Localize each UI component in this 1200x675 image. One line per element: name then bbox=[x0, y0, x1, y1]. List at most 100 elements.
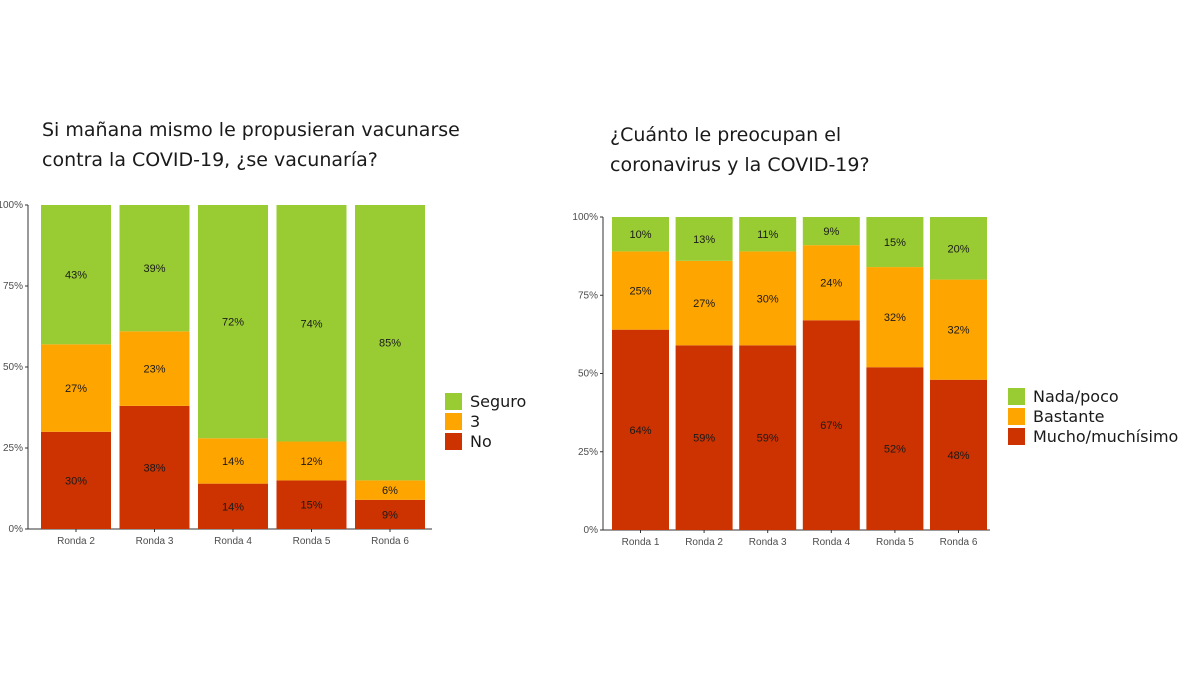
x-tick-label: Ronda 4 bbox=[812, 537, 850, 548]
legend-label: No bbox=[470, 432, 492, 451]
data-label: 9% bbox=[382, 509, 398, 521]
data-label: 15% bbox=[300, 500, 322, 512]
bar-segment bbox=[739, 345, 797, 530]
bar-segment bbox=[802, 245, 860, 321]
bar-segment bbox=[198, 483, 268, 529]
bar-segment bbox=[198, 438, 268, 484]
bar-segment bbox=[119, 405, 190, 529]
data-label: 15% bbox=[884, 237, 906, 249]
legend-swatch bbox=[1008, 408, 1025, 425]
chart-title-preocupacion: ¿Cuánto le preocupan el coronavirus y la… bbox=[610, 124, 870, 176]
bar-segment bbox=[802, 320, 860, 530]
bar-segment bbox=[276, 441, 347, 481]
legend-label: Seguro bbox=[470, 392, 526, 411]
bar-segment bbox=[930, 279, 987, 380]
legend-label: Bastante bbox=[1033, 407, 1104, 426]
bar-segment bbox=[119, 205, 190, 332]
bar-segment bbox=[866, 367, 924, 530]
legend-label: Nada/poco bbox=[1033, 387, 1119, 406]
x-tick-label: Ronda 5 bbox=[876, 537, 914, 548]
bar-segment bbox=[41, 205, 111, 345]
bar-segment bbox=[355, 499, 425, 529]
x-tick-label: Ronda 5 bbox=[293, 536, 331, 547]
data-label: 23% bbox=[143, 364, 165, 376]
data-label: 74% bbox=[300, 318, 322, 330]
bar-segment bbox=[41, 344, 111, 432]
x-tick-label: Ronda 2 bbox=[57, 536, 95, 547]
data-label: 85% bbox=[379, 338, 401, 350]
x-tick-label: Ronda 4 bbox=[214, 536, 252, 547]
data-label: 38% bbox=[143, 462, 165, 474]
data-label: 14% bbox=[222, 501, 244, 513]
chart-title-vacunacion: Si mañana mismo le propusieran vacunarse… bbox=[42, 119, 460, 171]
y-tick-label: 0% bbox=[584, 525, 599, 536]
legend-swatch bbox=[445, 413, 462, 430]
x-tick-label: Ronda 2 bbox=[685, 537, 723, 548]
legend-swatch bbox=[1008, 428, 1025, 445]
bar-segment bbox=[739, 217, 797, 252]
data-label: 20% bbox=[947, 243, 969, 255]
data-label: 32% bbox=[947, 325, 969, 337]
data-label: 9% bbox=[823, 226, 839, 238]
data-label: 6% bbox=[382, 485, 398, 497]
legend-swatch bbox=[445, 433, 462, 450]
bar-segment bbox=[41, 431, 111, 529]
bar-segment bbox=[739, 251, 797, 346]
data-label: 72% bbox=[222, 317, 244, 329]
x-tick-label: Ronda 1 bbox=[622, 537, 660, 548]
y-tick-label: 50% bbox=[3, 362, 23, 373]
bar-segment bbox=[355, 480, 425, 500]
bar-segment bbox=[612, 217, 669, 252]
legend-label: 3 bbox=[470, 412, 480, 431]
data-label: 13% bbox=[693, 234, 715, 246]
data-label: 52% bbox=[884, 444, 906, 456]
data-label: 27% bbox=[65, 383, 87, 395]
data-label: 11% bbox=[757, 229, 778, 241]
bar-segment bbox=[802, 217, 860, 246]
data-label: 12% bbox=[300, 456, 322, 468]
bar-segment bbox=[276, 480, 347, 529]
data-label: 30% bbox=[757, 293, 779, 305]
data-label: 48% bbox=[947, 450, 969, 462]
bar-segment bbox=[612, 251, 669, 330]
data-label: 14% bbox=[222, 456, 244, 468]
bar-segment bbox=[119, 331, 190, 406]
bar-segment bbox=[198, 205, 268, 439]
data-label: 39% bbox=[143, 263, 165, 275]
x-tick-label: Ronda 6 bbox=[940, 537, 978, 548]
data-label: 64% bbox=[629, 425, 651, 437]
y-tick-label: 25% bbox=[3, 443, 23, 454]
data-label: 59% bbox=[693, 433, 715, 445]
x-tick-label: Ronda 3 bbox=[136, 536, 174, 547]
bar-segment bbox=[930, 217, 987, 280]
x-tick-label: Ronda 3 bbox=[749, 537, 787, 548]
y-tick-label: 50% bbox=[578, 369, 598, 380]
bar-segment bbox=[675, 260, 733, 346]
y-tick-label: 0% bbox=[9, 524, 24, 535]
legend-swatch bbox=[445, 393, 462, 410]
bar-segment bbox=[866, 217, 924, 268]
data-label: 32% bbox=[884, 312, 906, 324]
bar-segment bbox=[675, 345, 733, 530]
bar-segment bbox=[276, 205, 347, 442]
x-tick-label: Ronda 6 bbox=[371, 536, 409, 547]
data-label: 67% bbox=[820, 420, 842, 432]
bar-segment bbox=[930, 379, 987, 530]
y-tick-label: 100% bbox=[572, 212, 598, 223]
data-label: 30% bbox=[65, 475, 87, 487]
data-label: 27% bbox=[693, 298, 715, 310]
legend-label: Mucho/muchísimo bbox=[1033, 427, 1178, 446]
y-tick-label: 75% bbox=[578, 290, 598, 301]
data-label: 24% bbox=[820, 278, 842, 290]
data-label: 59% bbox=[757, 433, 779, 445]
bar-segment bbox=[355, 205, 425, 481]
y-tick-label: 25% bbox=[578, 447, 598, 458]
data-label: 10% bbox=[629, 229, 651, 241]
legend-swatch bbox=[1008, 388, 1025, 405]
bar-segment bbox=[675, 217, 733, 261]
bar-segment bbox=[866, 267, 924, 368]
data-label: 43% bbox=[65, 270, 87, 282]
chart-vacunacion: 0%25%50%75%100%30%27%43%Ronda 238%23%39%… bbox=[0, 200, 526, 547]
bar-segment bbox=[612, 329, 669, 530]
